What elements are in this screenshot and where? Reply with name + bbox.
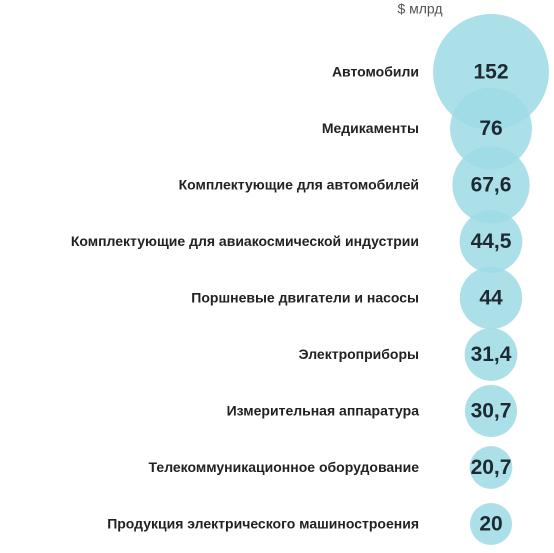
bubble <box>469 502 513 546</box>
value-label: 31,4 <box>471 343 512 366</box>
category-label: Поршневые двигатели и насосы <box>191 290 419 306</box>
value-label: 30,7 <box>471 400 512 423</box>
category-label: Электроприборы <box>299 346 419 362</box>
bubble <box>450 87 532 170</box>
value-label: 20 <box>479 513 502 536</box>
category-label: Комплектующие для авиакосмической индуст… <box>71 233 419 249</box>
value-label: 152 <box>473 61 508 84</box>
category-label: Медикаменты <box>322 120 419 136</box>
bubble <box>464 384 518 438</box>
category-label: Продукция электрического машиностроения <box>107 516 419 532</box>
value-label: 44 <box>479 287 503 310</box>
value-label: 67,6 <box>471 174 512 197</box>
category-label: Комплектующие для автомобилей <box>179 177 419 193</box>
unit-label: $ млрд <box>397 1 442 17</box>
bubble <box>469 446 513 489</box>
value-label: 76 <box>479 117 502 140</box>
bubbles <box>433 14 549 546</box>
category-label: Телекоммуникационное оборудование <box>149 459 420 475</box>
value-label: 44,5 <box>471 230 512 253</box>
category-label: Автомобили <box>332 64 419 80</box>
bubble <box>459 210 523 273</box>
category-label: Измерительная аппаратура <box>227 403 420 419</box>
bubble <box>452 146 530 224</box>
bubble <box>464 328 518 381</box>
value-label: 20,7 <box>471 456 512 479</box>
labels: Автомобили 152 Медикаменты 76 Комплектующие … <box>71 61 512 536</box>
bubble <box>459 266 523 330</box>
